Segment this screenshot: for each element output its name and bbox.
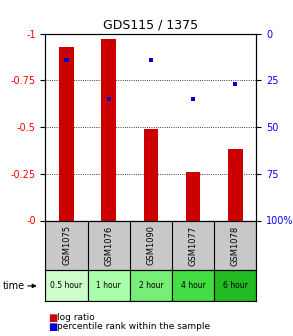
Text: GSM1078: GSM1078 <box>231 225 240 265</box>
Text: GDS115 / 1375: GDS115 / 1375 <box>103 19 198 32</box>
Text: 1 hour: 1 hour <box>96 282 121 290</box>
Bar <box>214 270 256 301</box>
Text: GSM1076: GSM1076 <box>104 225 113 265</box>
Bar <box>233 82 237 86</box>
Bar <box>144 129 158 220</box>
Bar <box>172 270 214 301</box>
Text: ■: ■ <box>48 322 58 332</box>
Text: log ratio: log ratio <box>57 313 95 322</box>
Text: 0.5 hour: 0.5 hour <box>50 282 83 290</box>
Text: GSM1075: GSM1075 <box>62 225 71 265</box>
Bar <box>88 270 130 301</box>
Text: 6 hour: 6 hour <box>223 282 248 290</box>
Bar <box>186 172 200 220</box>
Text: 2 hour: 2 hour <box>139 282 163 290</box>
Bar <box>59 47 74 220</box>
Text: percentile rank within the sample: percentile rank within the sample <box>57 322 210 331</box>
Bar <box>130 270 172 301</box>
Bar <box>191 97 195 101</box>
Bar <box>64 58 69 62</box>
Bar <box>107 97 111 101</box>
Bar <box>228 150 243 220</box>
Text: GSM1090: GSM1090 <box>146 225 155 265</box>
Bar <box>101 39 116 220</box>
Bar <box>149 58 153 62</box>
Bar <box>45 270 88 301</box>
Text: ■: ■ <box>48 312 58 323</box>
Text: time: time <box>3 281 25 291</box>
Text: 4 hour: 4 hour <box>181 282 205 290</box>
Text: GSM1077: GSM1077 <box>189 225 197 265</box>
